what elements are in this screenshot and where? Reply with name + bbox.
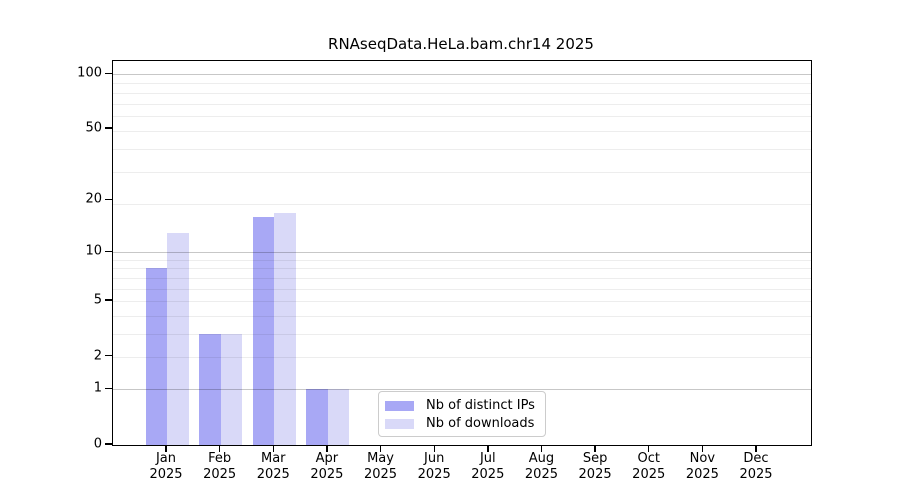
- y-tick-mark: [105, 127, 112, 129]
- plot-area: [112, 60, 812, 446]
- chart-title: RNAseqData.HeLa.bam.chr14 2025: [328, 35, 594, 53]
- y-tick-mark: [105, 72, 112, 74]
- bar-downloads: [220, 333, 243, 445]
- x-tick-mark: [272, 445, 274, 452]
- gridline-minor: [113, 148, 811, 150]
- legend-label-distinct-ips: Nb of distinct IPs: [426, 398, 535, 413]
- gridline-minor: [113, 83, 811, 85]
- x-tick-label: Jul 2025: [471, 451, 505, 482]
- x-tick-label: Jun 2025: [417, 451, 451, 482]
- y-tick-mark: [105, 198, 112, 201]
- y-tick-label: 20: [85, 191, 102, 207]
- x-tick-label: Dec 2025: [739, 451, 773, 482]
- gridline-minor: [113, 315, 811, 317]
- bar-distinct-ips: [199, 333, 221, 445]
- x-tick-mark: [379, 445, 382, 452]
- gridline-minor: [113, 204, 811, 206]
- x-tick-label: Mar 2025: [256, 451, 290, 482]
- y-tick-mark: [105, 355, 112, 357]
- gridline-minor: [113, 92, 811, 94]
- legend-label-downloads: Nb of downloads: [426, 416, 535, 431]
- bar-downloads: [274, 212, 296, 445]
- x-tick-mark: [219, 445, 221, 452]
- bar-distinct-ips: [306, 389, 328, 445]
- x-tick-label: Nov 2025: [685, 451, 719, 482]
- x-tick-mark: [487, 445, 489, 452]
- gridline-major: [113, 389, 811, 391]
- y-tick-label: 1: [93, 380, 102, 396]
- x-tick-label: Jan 2025: [149, 451, 183, 482]
- x-tick-mark: [165, 445, 167, 452]
- x-tick-mark: [326, 445, 328, 452]
- x-tick-mark: [701, 445, 704, 452]
- gridline-minor: [113, 333, 811, 335]
- gridline-major: [113, 74, 811, 76]
- gridline-minor: [113, 116, 811, 118]
- gridline-minor: [113, 259, 811, 261]
- y-tick-label: 2: [93, 348, 102, 364]
- y-tick-label: 50: [85, 120, 102, 136]
- y-tick-mark: [105, 250, 112, 253]
- x-tick-mark: [648, 445, 650, 452]
- legend-item-downloads: Nb of downloads: [385, 415, 537, 432]
- y-tick-label: 10: [85, 243, 102, 259]
- legend-item-distinct-ips: Nb of distinct IPs: [385, 397, 537, 414]
- y-tick-mark: [105, 443, 112, 445]
- x-tick-mark: [540, 445, 543, 452]
- y-tick-mark: [105, 387, 112, 389]
- bar-distinct-ips: [145, 268, 167, 445]
- y-tick-label: 100: [77, 65, 102, 81]
- y-tick-mark: [105, 299, 112, 301]
- gridline-minor: [113, 130, 811, 132]
- x-tick-label: Oct 2025: [632, 451, 666, 482]
- x-tick-label: Feb 2025: [203, 451, 237, 482]
- legend: Nb of distinct IPs Nb of downloads: [378, 391, 546, 437]
- gridline-minor: [113, 277, 811, 279]
- bar-distinct-ips: [252, 217, 275, 445]
- x-tick-mark: [755, 445, 757, 452]
- gridline-minor: [113, 288, 811, 290]
- bar-downloads: [327, 389, 350, 445]
- gridline-major: [113, 252, 811, 254]
- x-tick-label: Aug 2025: [524, 451, 558, 482]
- y-tick-label: 5: [93, 292, 102, 308]
- gridline-minor: [113, 301, 811, 303]
- x-tick-label: Apr 2025: [310, 451, 344, 482]
- gridline-minor: [113, 356, 811, 358]
- x-tick-mark: [594, 445, 596, 452]
- gridline-minor: [113, 171, 811, 173]
- x-tick-mark: [433, 445, 435, 452]
- x-tick-label: May 2025: [363, 451, 398, 482]
- gridline-minor: [113, 103, 811, 105]
- gridline-minor: [113, 268, 811, 270]
- x-tick-label: Sep 2025: [578, 451, 612, 482]
- y-tick-label: 0: [93, 436, 102, 452]
- bar-downloads: [167, 232, 189, 445]
- legend-swatch-distinct-ips: [385, 400, 414, 411]
- legend-swatch-downloads: [385, 418, 414, 429]
